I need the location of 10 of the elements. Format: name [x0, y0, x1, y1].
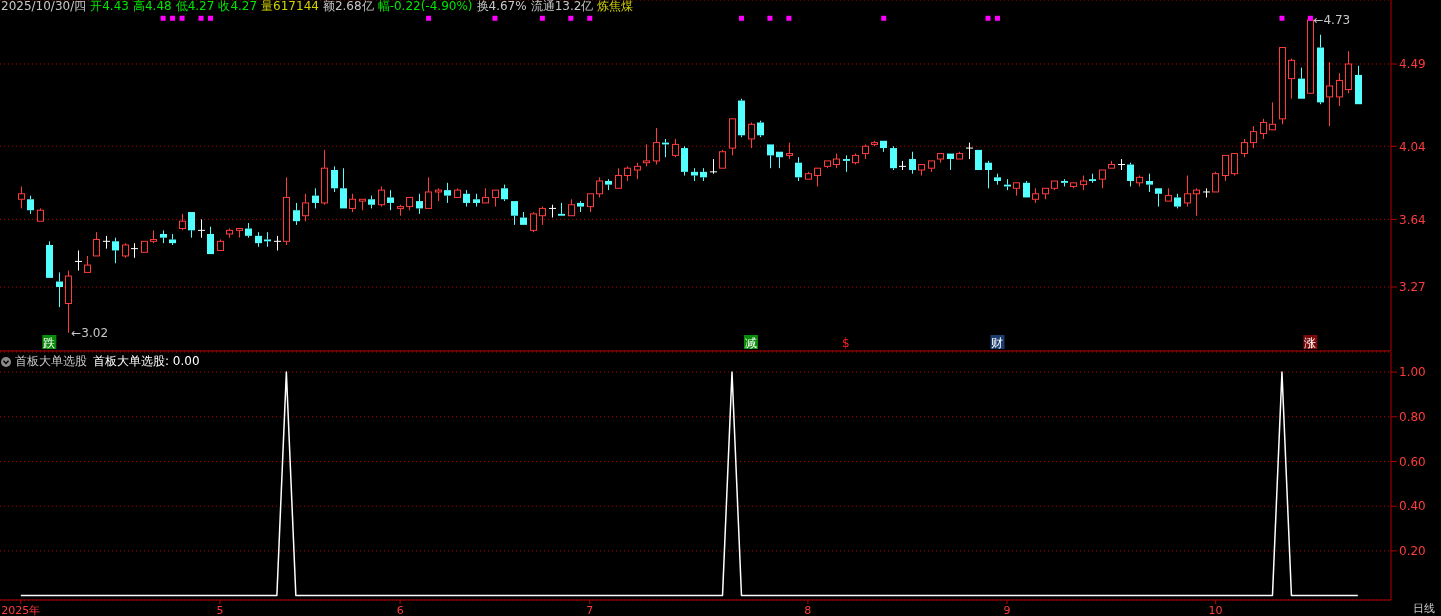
y-tick-label: 4.49 — [1399, 57, 1426, 72]
y-tick-label: 0.80 — [1399, 410, 1426, 425]
y-tick-label: 3.27 — [1399, 280, 1426, 295]
y-tick-label: 0.20 — [1399, 544, 1426, 559]
y-tick-label: 1.00 — [1399, 365, 1426, 380]
y-tick-label: 0.60 — [1399, 454, 1426, 469]
x-axis-title: 日线 — [1413, 602, 1435, 615]
y-tick-label: 3.64 — [1399, 212, 1426, 227]
y-tick-label: 0.40 — [1399, 499, 1426, 514]
y-tick-label: 4.04 — [1399, 139, 1426, 154]
